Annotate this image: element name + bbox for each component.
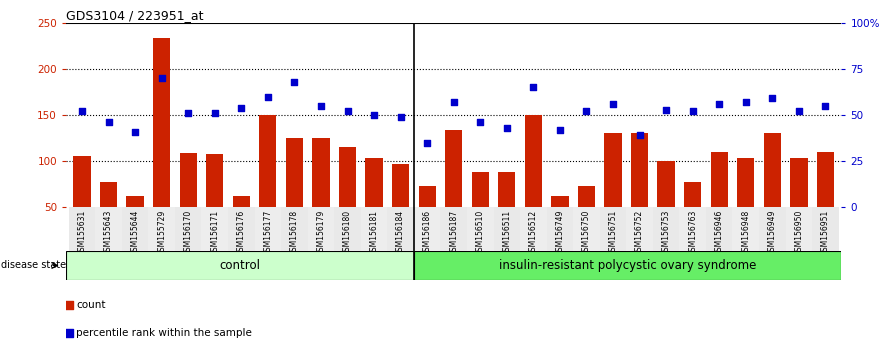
Bar	[578, 186, 595, 207]
Bar	[175, 207, 202, 251]
Point	[685, 109, 700, 114]
Bar	[493, 207, 520, 251]
Bar	[127, 196, 144, 207]
Bar	[653, 207, 679, 251]
Point	[633, 132, 647, 138]
Point	[154, 75, 168, 81]
Bar	[759, 207, 786, 251]
Point	[101, 120, 115, 125]
Point	[420, 140, 434, 145]
Point	[75, 109, 89, 114]
Point	[63, 302, 77, 307]
Bar	[604, 133, 622, 207]
Bar	[414, 251, 841, 280]
Point	[261, 94, 275, 99]
Point	[234, 105, 248, 110]
Text: percentile rank within the sample: percentile rank within the sample	[76, 327, 252, 338]
Point	[287, 79, 301, 85]
Text: insulin-resistant polycystic ovary syndrome: insulin-resistant polycystic ovary syndr…	[499, 259, 756, 272]
Bar	[817, 152, 834, 207]
Bar	[100, 182, 117, 207]
Bar	[361, 207, 388, 251]
Bar	[657, 161, 675, 207]
Bar	[313, 138, 329, 207]
Text: control: control	[219, 259, 261, 272]
Point	[394, 114, 408, 120]
Bar	[552, 196, 568, 207]
Point	[473, 120, 487, 125]
Bar	[366, 158, 382, 207]
Point	[712, 101, 726, 107]
Point	[340, 109, 354, 114]
Bar	[684, 182, 701, 207]
Bar	[73, 156, 91, 207]
Text: count: count	[76, 299, 106, 310]
Point	[739, 99, 753, 105]
Bar	[626, 207, 653, 251]
Point	[792, 109, 806, 114]
Bar	[148, 207, 175, 251]
Bar	[546, 207, 574, 251]
Text: disease state: disease state	[1, 261, 66, 270]
Bar	[180, 153, 196, 207]
Bar	[233, 196, 250, 207]
Bar	[679, 207, 706, 251]
Bar	[339, 147, 356, 207]
Bar	[259, 115, 277, 207]
Bar	[600, 207, 626, 251]
Bar	[281, 207, 307, 251]
Bar	[498, 172, 515, 207]
Point	[818, 103, 833, 109]
Point	[526, 85, 540, 90]
Point	[447, 99, 461, 105]
Point	[580, 109, 594, 114]
Bar	[732, 207, 759, 251]
Bar	[122, 207, 148, 251]
Point	[766, 96, 780, 101]
Point	[314, 103, 328, 109]
Bar	[66, 251, 414, 280]
Bar	[206, 154, 224, 207]
Bar	[706, 207, 732, 251]
Point	[128, 129, 142, 135]
Bar	[202, 207, 228, 251]
Bar	[520, 207, 546, 251]
Bar	[631, 133, 648, 207]
Bar	[95, 207, 122, 251]
Point	[208, 110, 222, 116]
Point	[606, 101, 620, 107]
Bar	[790, 158, 808, 207]
Bar	[228, 207, 255, 251]
Point	[367, 112, 381, 118]
Bar	[764, 133, 781, 207]
Bar	[440, 207, 467, 251]
Point	[181, 110, 196, 116]
Bar	[285, 138, 303, 207]
Text: GDS3104 / 223951_at: GDS3104 / 223951_at	[66, 9, 204, 22]
Bar	[414, 207, 440, 251]
Bar	[574, 207, 600, 251]
Bar	[307, 207, 334, 251]
Bar	[418, 186, 436, 207]
Bar	[471, 172, 489, 207]
Point	[63, 330, 77, 336]
Bar	[334, 207, 361, 251]
Bar	[812, 207, 839, 251]
Bar	[388, 207, 414, 251]
Bar	[525, 115, 542, 207]
Point	[659, 107, 673, 112]
Bar	[392, 164, 410, 207]
Bar	[153, 38, 170, 207]
Bar	[445, 130, 463, 207]
Bar	[786, 207, 812, 251]
Bar	[255, 207, 281, 251]
Bar	[737, 158, 754, 207]
Point	[553, 127, 567, 133]
Bar	[467, 207, 493, 251]
Point	[500, 125, 514, 131]
Bar	[711, 152, 728, 207]
Bar	[69, 207, 95, 251]
